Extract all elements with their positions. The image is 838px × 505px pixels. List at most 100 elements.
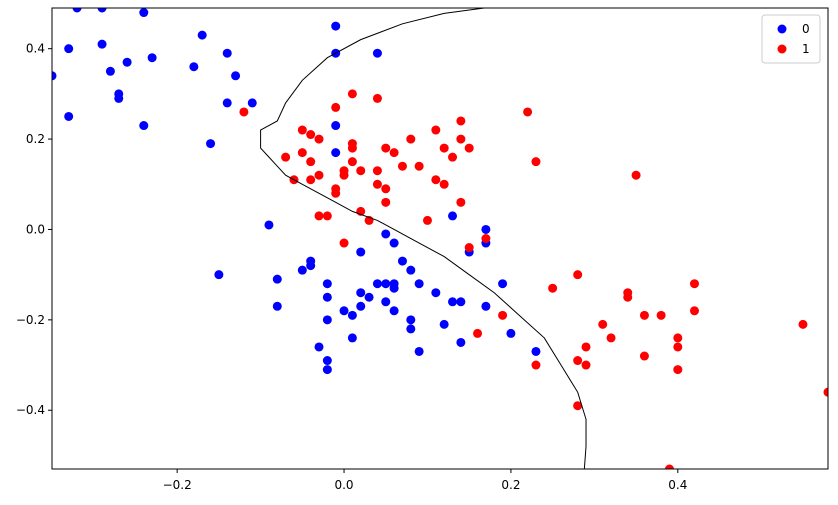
point-class-0 bbox=[197, 30, 207, 40]
point-class-0 bbox=[122, 57, 132, 67]
point-class-0 bbox=[481, 301, 491, 311]
point-class-1 bbox=[598, 319, 608, 329]
point-class-0 bbox=[397, 256, 407, 266]
legend-label: 1 bbox=[802, 42, 810, 56]
point-class-0 bbox=[347, 333, 357, 343]
point-class-1 bbox=[331, 188, 341, 198]
point-class-0 bbox=[381, 279, 391, 289]
point-class-1 bbox=[673, 333, 683, 343]
point-class-1 bbox=[347, 89, 357, 99]
point-class-1 bbox=[606, 333, 616, 343]
point-class-0 bbox=[247, 98, 257, 108]
decision-boundary-layer bbox=[260, 8, 587, 469]
point-class-1 bbox=[381, 184, 391, 194]
point-class-1 bbox=[372, 166, 382, 176]
point-class-0 bbox=[322, 356, 332, 366]
point-class-1 bbox=[623, 292, 633, 302]
point-class-0 bbox=[322, 315, 332, 325]
point-class-1 bbox=[456, 134, 466, 144]
point-class-0 bbox=[64, 44, 74, 54]
point-class-1 bbox=[347, 157, 357, 167]
point-class-0 bbox=[448, 211, 458, 221]
point-class-1 bbox=[372, 93, 382, 103]
x-tick-label: 0.0 bbox=[334, 478, 353, 492]
point-class-1 bbox=[306, 175, 316, 185]
point-class-0 bbox=[331, 21, 341, 31]
point-class-0 bbox=[147, 53, 157, 63]
axes: −0.2 0.0 0.2 0.4 −0.4 −0.2 0.0 0.2 0.4 bbox=[16, 42, 687, 492]
point-class-0 bbox=[264, 220, 274, 230]
y-tick-label: 0.2 bbox=[26, 132, 45, 146]
point-class-0 bbox=[431, 288, 441, 298]
point-class-1 bbox=[823, 387, 828, 397]
point-class-1 bbox=[239, 107, 249, 117]
y-tick-label: 0.4 bbox=[26, 42, 45, 56]
point-class-0 bbox=[322, 292, 332, 302]
point-class-1 bbox=[339, 238, 349, 248]
point-class-1 bbox=[548, 283, 558, 293]
point-class-0 bbox=[331, 121, 341, 131]
point-class-0 bbox=[189, 62, 199, 72]
y-tick-label: −0.2 bbox=[16, 313, 45, 327]
point-class-1 bbox=[414, 161, 424, 171]
y-tick-label: 0.0 bbox=[26, 222, 45, 236]
point-class-0 bbox=[439, 319, 449, 329]
point-class-1 bbox=[339, 170, 349, 180]
point-class-0 bbox=[306, 261, 316, 271]
point-class-0 bbox=[314, 342, 324, 352]
point-class-0 bbox=[52, 71, 57, 81]
point-class-1 bbox=[306, 130, 316, 140]
point-class-1 bbox=[464, 143, 474, 153]
point-class-1 bbox=[581, 342, 591, 352]
point-class-0 bbox=[381, 297, 391, 307]
point-class-0 bbox=[448, 297, 458, 307]
point-class-1 bbox=[314, 211, 324, 221]
point-class-0 bbox=[364, 292, 374, 302]
point-class-1 bbox=[372, 179, 382, 189]
point-class-0 bbox=[97, 39, 107, 49]
point-class-1 bbox=[531, 157, 541, 167]
point-class-0 bbox=[64, 111, 74, 121]
point-class-1 bbox=[481, 234, 491, 243]
point-class-1 bbox=[314, 134, 324, 144]
point-class-1 bbox=[473, 328, 483, 338]
point-class-0 bbox=[456, 337, 466, 347]
point-class-1 bbox=[673, 365, 683, 375]
point-class-0 bbox=[331, 148, 341, 158]
point-class-0 bbox=[206, 139, 216, 149]
point-class-1 bbox=[456, 116, 466, 126]
point-class-1 bbox=[523, 107, 533, 117]
point-class-1 bbox=[397, 161, 407, 171]
decision-boundary-curve bbox=[260, 8, 587, 469]
point-class-1 bbox=[689, 279, 699, 289]
point-class-0 bbox=[481, 224, 491, 234]
point-class-0 bbox=[347, 310, 357, 320]
point-class-0 bbox=[414, 346, 424, 356]
point-class-1 bbox=[381, 197, 391, 207]
point-class-0 bbox=[356, 288, 366, 298]
point-class-1 bbox=[573, 270, 583, 280]
point-class-0 bbox=[322, 365, 332, 375]
point-class-0 bbox=[372, 279, 382, 289]
point-class-1 bbox=[639, 310, 649, 320]
data-points bbox=[52, 8, 828, 469]
point-class-1 bbox=[314, 170, 324, 180]
point-class-1 bbox=[573, 401, 583, 411]
point-class-1 bbox=[573, 356, 583, 366]
point-class-1 bbox=[281, 152, 291, 162]
point-class-1 bbox=[439, 179, 449, 189]
point-class-0 bbox=[406, 315, 416, 325]
point-class-0 bbox=[272, 301, 282, 311]
point-class-1 bbox=[798, 319, 808, 329]
point-class-0 bbox=[381, 229, 391, 239]
point-class-1 bbox=[422, 215, 432, 225]
point-class-0 bbox=[231, 71, 241, 81]
point-class-1 bbox=[381, 143, 391, 153]
point-class-1 bbox=[431, 175, 441, 185]
point-class-1 bbox=[431, 125, 441, 135]
point-class-1 bbox=[664, 464, 674, 469]
point-class-1 bbox=[581, 360, 591, 370]
point-class-0 bbox=[114, 93, 124, 103]
point-class-0 bbox=[72, 8, 82, 13]
